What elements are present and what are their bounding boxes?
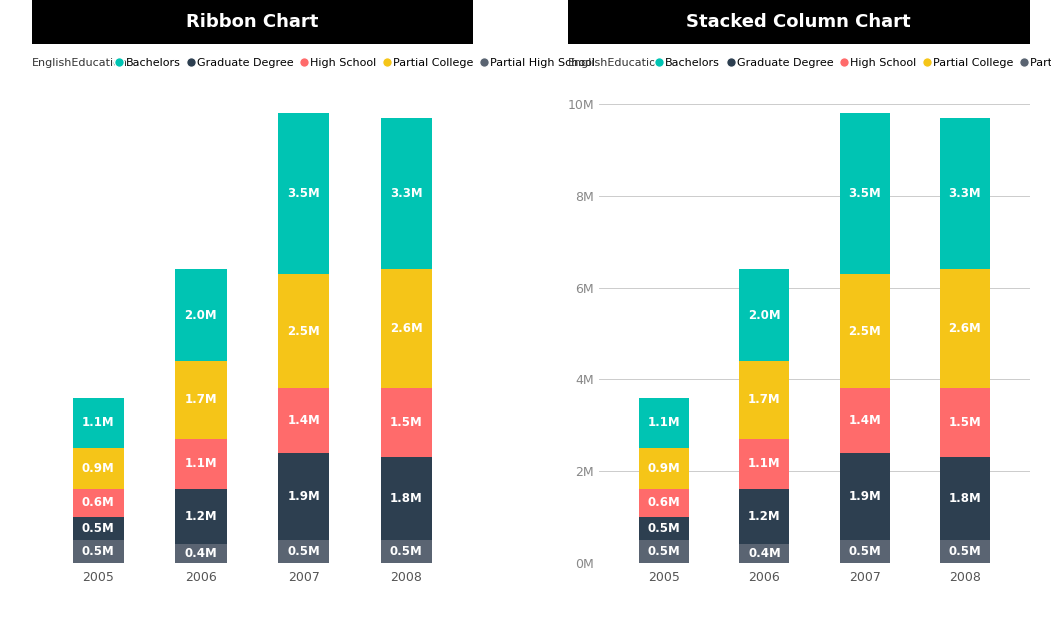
Text: 1.8M: 1.8M	[948, 492, 982, 505]
Text: 0.5M: 0.5M	[287, 544, 320, 558]
Text: 1.1M: 1.1M	[647, 416, 680, 429]
Bar	[73, 539, 124, 562]
Text: 1.9M: 1.9M	[848, 489, 881, 502]
Text: 0.5M: 0.5M	[948, 544, 982, 558]
Bar	[73, 398, 124, 448]
Bar	[739, 269, 789, 361]
Text: EnglishEducation: EnglishEducation	[568, 58, 663, 68]
Text: 1.9M: 1.9M	[287, 489, 320, 502]
Bar	[940, 118, 990, 269]
Bar	[940, 539, 990, 562]
Bar	[840, 274, 890, 388]
Bar	[176, 269, 227, 361]
Bar	[739, 361, 789, 439]
Text: 2.0M: 2.0M	[185, 309, 218, 321]
Text: 1.4M: 1.4M	[848, 414, 881, 427]
Text: 1.4M: 1.4M	[287, 414, 320, 427]
Text: 0.6M: 0.6M	[647, 496, 681, 509]
Bar	[639, 539, 689, 562]
Bar	[380, 539, 432, 562]
Text: 1.7M: 1.7M	[185, 393, 218, 406]
Text: 0.5M: 0.5M	[82, 544, 115, 558]
Text: 1.7M: 1.7M	[748, 393, 781, 406]
Text: 0.5M: 0.5M	[848, 544, 881, 558]
Text: 1.1M: 1.1M	[748, 458, 781, 471]
Bar	[840, 113, 890, 274]
Bar	[277, 452, 329, 539]
Text: 0.6M: 0.6M	[82, 496, 115, 509]
Text: 0.5M: 0.5M	[647, 544, 681, 558]
Bar	[940, 457, 990, 539]
Bar	[380, 269, 432, 388]
Bar	[840, 452, 890, 539]
Text: 0.4M: 0.4M	[748, 547, 781, 560]
Bar	[277, 113, 329, 274]
Text: 0.9M: 0.9M	[647, 462, 681, 475]
Text: 3.3M: 3.3M	[390, 187, 423, 200]
Text: Ribbon Chart: Ribbon Chart	[186, 13, 318, 31]
Bar	[176, 361, 227, 439]
Text: 2.6M: 2.6M	[390, 322, 423, 335]
Text: 1.2M: 1.2M	[185, 510, 218, 523]
Bar	[73, 489, 124, 517]
Text: 1.1M: 1.1M	[82, 416, 115, 429]
Bar	[639, 448, 689, 489]
Bar	[940, 269, 990, 388]
Bar	[277, 539, 329, 562]
Legend: Bachelors, Graduate Degree, High School, Partial College, Partial High School: Bachelors, Graduate Degree, High School,…	[656, 57, 1051, 68]
Text: 0.5M: 0.5M	[82, 522, 115, 534]
Text: EnglishEducation: EnglishEducation	[32, 58, 127, 68]
Text: 0.4M: 0.4M	[185, 547, 218, 560]
Text: 2.6M: 2.6M	[948, 322, 982, 335]
Text: 2.5M: 2.5M	[287, 324, 320, 338]
Bar	[739, 544, 789, 562]
Bar	[639, 517, 689, 539]
Text: 1.8M: 1.8M	[390, 492, 423, 505]
Text: 1.5M: 1.5M	[948, 416, 982, 429]
Bar	[176, 439, 227, 489]
Bar	[639, 398, 689, 448]
Text: 0.5M: 0.5M	[647, 522, 681, 534]
Text: 1.1M: 1.1M	[185, 458, 218, 471]
Legend: Bachelors, Graduate Degree, High School, Partial College, Partial High School: Bachelors, Graduate Degree, High School,…	[117, 57, 595, 68]
Text: 2.0M: 2.0M	[748, 309, 781, 321]
Bar	[176, 489, 227, 544]
Text: 0.9M: 0.9M	[82, 462, 115, 475]
Text: 2.5M: 2.5M	[848, 324, 881, 338]
Bar	[639, 489, 689, 517]
Text: 3.5M: 3.5M	[287, 187, 320, 200]
Bar	[73, 517, 124, 539]
Text: 0.5M: 0.5M	[390, 544, 423, 558]
Bar	[73, 448, 124, 489]
Text: Stacked Column Chart: Stacked Column Chart	[686, 13, 911, 31]
Text: 1.2M: 1.2M	[748, 510, 781, 523]
Text: 1.5M: 1.5M	[390, 416, 423, 429]
Bar	[277, 274, 329, 388]
Bar	[840, 388, 890, 452]
Text: 3.5M: 3.5M	[848, 187, 881, 200]
Bar	[840, 539, 890, 562]
Bar	[739, 489, 789, 544]
Bar	[380, 388, 432, 457]
Bar	[940, 388, 990, 457]
Text: 3.3M: 3.3M	[949, 187, 982, 200]
Bar	[277, 388, 329, 452]
Bar	[739, 439, 789, 489]
Bar	[380, 118, 432, 269]
Bar	[176, 544, 227, 562]
Bar	[380, 457, 432, 539]
